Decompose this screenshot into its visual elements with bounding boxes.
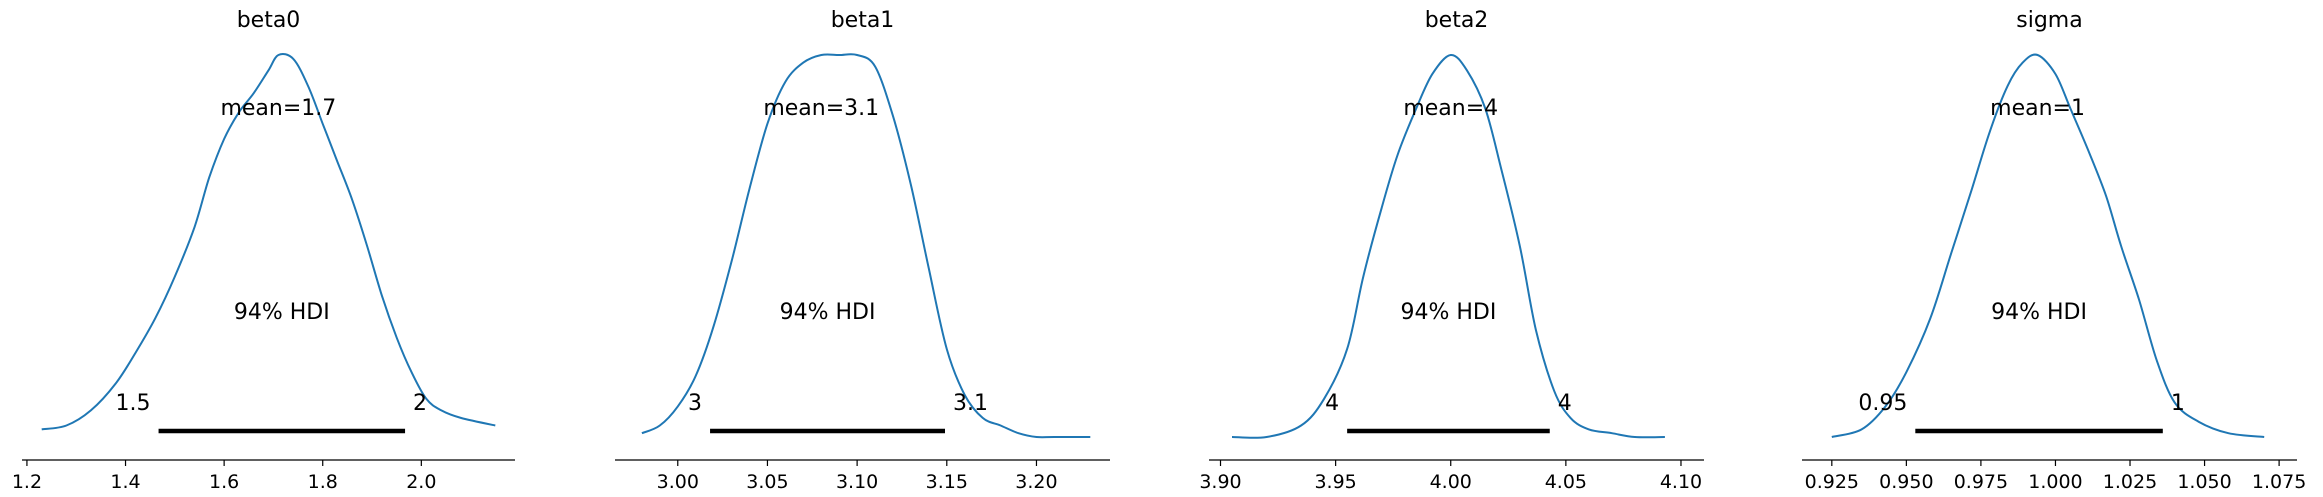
density-line xyxy=(1831,53,2265,438)
x-tick-label: 3.95 xyxy=(1314,471,1356,493)
panel-title: beta0 xyxy=(237,8,301,33)
hdi-high-label: 4 xyxy=(1558,391,1572,416)
x-tick-label: 4.10 xyxy=(1660,471,1702,493)
x-tick-label: 1.6 xyxy=(209,471,239,493)
hdi-label: 94% HDI xyxy=(234,300,330,325)
x-tick-label: 0.925 xyxy=(1805,471,1859,493)
x-tick-label: 1.2 xyxy=(12,471,42,493)
density-line xyxy=(41,53,496,431)
hdi-label: 94% HDI xyxy=(1401,300,1497,325)
x-tick-label: 1.075 xyxy=(2252,471,2306,493)
x-tick-label: 3.90 xyxy=(1199,471,1241,493)
x-tick-label: 0.950 xyxy=(1879,471,1933,493)
x-tick-label: 4.00 xyxy=(1430,471,1472,493)
hdi-high-label: 1 xyxy=(2171,391,2185,416)
hdi-label: 94% HDI xyxy=(1991,300,2087,325)
mean-label: mean=4 xyxy=(1403,96,1498,121)
density-line xyxy=(1231,53,1665,439)
panel-sigma: sigma mean=1 94% HDI 0.95 1 0.925 0.950 0.975 1.… xyxy=(1802,8,2306,493)
x-tick-label: 3.20 xyxy=(1015,471,1057,493)
x-tick-label: 2.0 xyxy=(406,471,436,493)
x-tick-label: 3.15 xyxy=(926,471,968,493)
x-tick-label: 4.05 xyxy=(1545,471,1587,493)
hdi-low-label: 1.5 xyxy=(116,391,151,416)
mean-label: mean=1 xyxy=(1990,96,2085,121)
x-tick-label: 1.050 xyxy=(2177,471,2231,493)
x-tick-label: 1.000 xyxy=(2028,471,2082,493)
hdi-low-label: 0.95 xyxy=(1858,391,1907,416)
panel-beta1: beta1 mean=3.1 94% HDI 3 3.1 3.00 3.05 3.10 3.15… xyxy=(615,8,1110,493)
mean-label: mean=3.1 xyxy=(763,96,879,121)
x-tick-label: 3.05 xyxy=(746,471,788,493)
mean-label: mean=1.7 xyxy=(220,96,336,121)
x-tick-label: 1.4 xyxy=(110,471,140,493)
panel-beta0: beta0 mean=1.7 94% HDI 1.5 2 1.2 1.4 1.6 1.8 2.0 xyxy=(12,8,515,493)
x-tick-label: 1.025 xyxy=(2103,471,2157,493)
panel-title: beta1 xyxy=(831,8,895,33)
hdi-low-label: 3 xyxy=(688,391,702,416)
panel-title: sigma xyxy=(2016,8,2082,33)
panel-beta2: beta2 mean=4 94% HDI 4 4 3.90 3.95 4.00 4.05 4.10 xyxy=(1199,8,1704,493)
hdi-high-label: 2 xyxy=(413,391,427,416)
panel-title: beta2 xyxy=(1425,8,1489,33)
density-line xyxy=(641,53,1091,439)
hdi-label: 94% HDI xyxy=(780,300,876,325)
hdi-high-label: 3.1 xyxy=(953,391,988,416)
x-tick-label: 0.975 xyxy=(1954,471,2008,493)
x-tick-label: 3.00 xyxy=(657,471,699,493)
x-tick-label: 1.8 xyxy=(308,471,338,493)
hdi-low-label: 4 xyxy=(1325,391,1339,416)
x-tick-label: 3.10 xyxy=(836,471,878,493)
